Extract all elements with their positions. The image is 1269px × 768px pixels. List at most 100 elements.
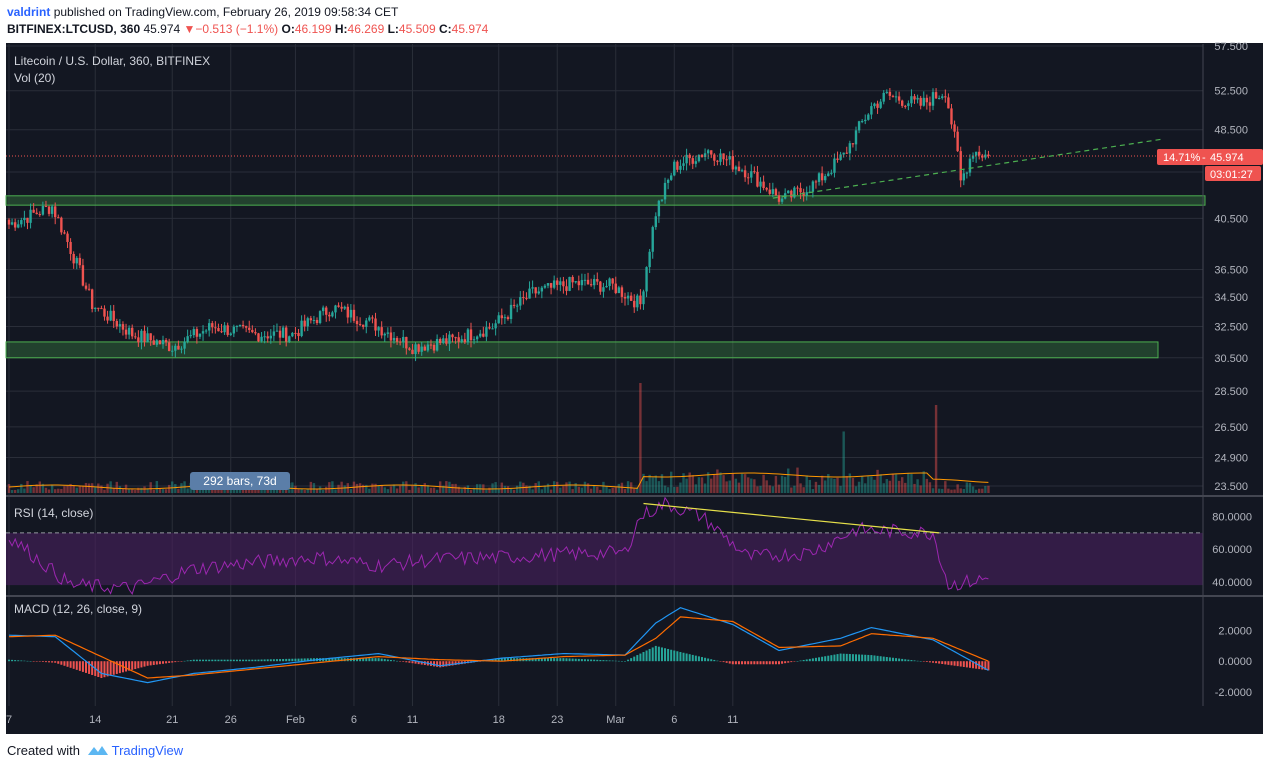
- volume-bar: [931, 488, 935, 493]
- candle-body: [713, 154, 716, 161]
- macd-histogram-bar: [112, 661, 115, 675]
- macd-histogram-bar: [118, 661, 121, 674]
- volume-bar: [968, 482, 972, 493]
- candle-body: [121, 324, 125, 330]
- candle-body: [731, 156, 734, 170]
- volume-bar: [238, 489, 242, 493]
- candle-body: [475, 336, 479, 340]
- volume-bar: [432, 487, 436, 493]
- macd-histogram-bar: [830, 655, 833, 662]
- volume-bar: [552, 481, 556, 493]
- last-price-label: 45.974: [143, 22, 181, 36]
- macd-histogram-bar: [590, 659, 593, 662]
- macd-histogram-bar: [168, 661, 171, 663]
- macd-histogram-bar: [235, 659, 238, 662]
- candle-body: [540, 287, 544, 292]
- candle-body: [771, 189, 775, 194]
- candle-body: [879, 101, 882, 108]
- volume-bar: [389, 486, 393, 493]
- tradingview-link[interactable]: TradingView: [111, 743, 184, 758]
- candle-body: [13, 222, 17, 228]
- support-zone: [5, 341, 1159, 359]
- volume-bar: [626, 481, 630, 493]
- macd-tick-label: 0.0000: [1218, 656, 1252, 668]
- macd-histogram-bar: [195, 659, 198, 662]
- macd-histogram-bar: [69, 661, 72, 668]
- candle-body: [577, 281, 580, 286]
- candle-body: [7, 219, 11, 225]
- macd-histogram-bar: [624, 661, 626, 662]
- macd-histogram-bar: [510, 658, 513, 662]
- candle-body: [294, 332, 297, 334]
- price-tick-label: 23.500: [1214, 481, 1248, 493]
- candle-body: [691, 158, 694, 164]
- volume-bar: [503, 485, 507, 493]
- volume-bar: [830, 478, 833, 493]
- candle-body: [854, 130, 858, 145]
- volume-bar: [17, 489, 20, 493]
- candle-body: [987, 154, 990, 157]
- macd-histogram-bar: [839, 653, 842, 662]
- macd-histogram-bar: [165, 661, 168, 664]
- candle-body: [90, 289, 94, 309]
- candle-body: [522, 297, 525, 299]
- volume-bar: [13, 489, 17, 493]
- macd-histogram-bar: [651, 647, 654, 662]
- macd-histogram-bar: [744, 661, 747, 665]
- price-tick-label: 24.900: [1214, 453, 1248, 465]
- candle-body: [232, 326, 236, 334]
- macd-histogram-bar: [211, 659, 214, 662]
- price-tick-label: 28.500: [1214, 386, 1248, 398]
- candle-body: [897, 96, 901, 101]
- macd-histogram-bar: [778, 661, 780, 665]
- volume-bar: [700, 477, 704, 493]
- macd-histogram-bar: [405, 661, 408, 663]
- candle-body: [281, 327, 285, 338]
- volume-bar: [774, 475, 778, 493]
- candle-body: [885, 91, 888, 93]
- candle-body: [183, 341, 186, 349]
- volume-bar: [583, 481, 587, 493]
- macd-histogram-bar: [202, 659, 205, 662]
- time-tick-label: 23: [551, 714, 563, 726]
- volume-bar: [722, 475, 725, 493]
- volume-bar: [599, 489, 602, 493]
- candle-body: [602, 287, 605, 292]
- macd-histogram-bar: [442, 661, 445, 667]
- macd-histogram-bar: [245, 659, 248, 662]
- macd-histogram-bar: [719, 661, 722, 662]
- macd-histogram-bar: [263, 659, 266, 662]
- volume-bar: [947, 488, 950, 493]
- candle-body: [383, 333, 386, 336]
- candle-body: [629, 295, 633, 301]
- author-name[interactable]: valdrint: [7, 5, 51, 19]
- macd-histogram-bar: [531, 658, 534, 662]
- candle-body: [429, 344, 433, 346]
- macd-line: [8, 607, 989, 684]
- volume-bar: [796, 467, 799, 493]
- volume-bar: [559, 487, 562, 493]
- macd-histogram-bar: [861, 654, 864, 662]
- volume-bar: [876, 469, 879, 493]
- macd-histogram-bar: [790, 661, 793, 663]
- candle-body: [654, 216, 657, 228]
- macd-histogram-bar: [177, 661, 180, 662]
- volume-bar: [235, 488, 239, 493]
- candle-body: [947, 97, 950, 109]
- macd-histogram-bar: [162, 661, 164, 664]
- candle-body: [565, 286, 568, 291]
- candle-body: [334, 305, 337, 313]
- macd-histogram-bar: [916, 660, 919, 662]
- macd-histogram-bar: [229, 659, 232, 662]
- volume-bar: [759, 485, 762, 493]
- candle-body: [814, 181, 818, 183]
- candle-body: [894, 96, 898, 98]
- candle-body: [919, 97, 922, 106]
- macd-histogram-bar: [925, 661, 928, 662]
- macd-histogram-bar: [91, 661, 94, 675]
- candle-body: [127, 327, 131, 335]
- macd-histogram-bar: [799, 660, 802, 662]
- volume-bar: [309, 481, 313, 493]
- volume-bar: [94, 487, 97, 493]
